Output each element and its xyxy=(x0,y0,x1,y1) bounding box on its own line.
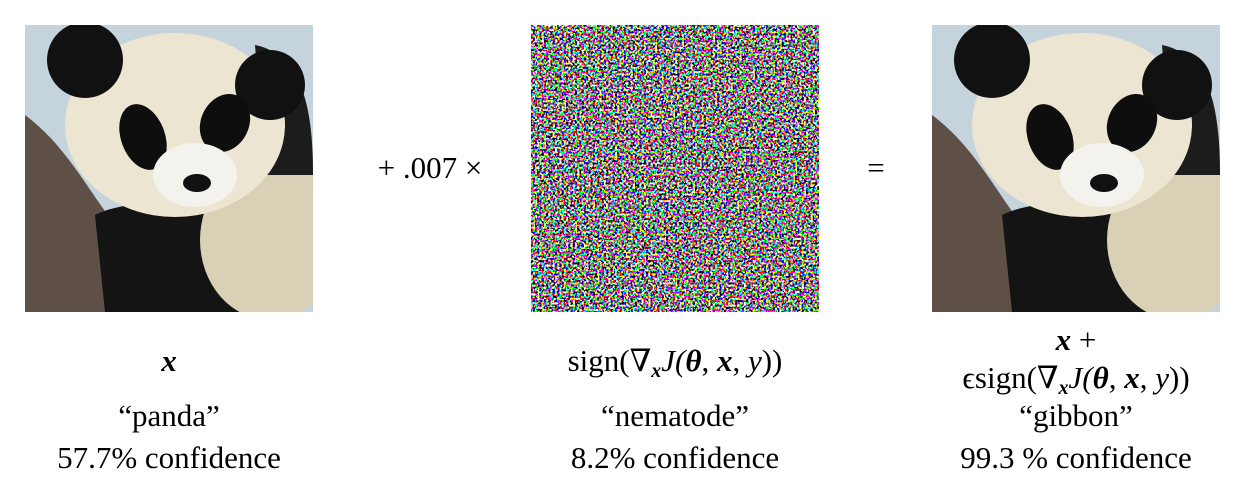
formula-part: y xyxy=(747,343,762,378)
formula-part: ϵsign(∇ xyxy=(962,360,1059,395)
formula-part: )) xyxy=(1169,360,1190,395)
formula-part: , xyxy=(1139,360,1156,395)
formula-part: x xyxy=(1058,377,1069,399)
confidence: 99.3 % confidence xyxy=(960,440,1192,475)
formula-part: )) xyxy=(761,343,783,378)
formula-part: θ xyxy=(1092,360,1109,395)
operator: + .007 × xyxy=(377,150,483,185)
panda-image xyxy=(25,25,313,312)
formula: sign(∇xJ(θ, x, y)) xyxy=(568,343,783,383)
operator: = xyxy=(867,150,885,185)
formula-part: θ xyxy=(685,343,702,378)
formula: x + xyxy=(1056,322,1097,358)
class-label: “nematode” xyxy=(600,398,750,433)
formula-part: + xyxy=(1071,322,1097,357)
gibbon-image xyxy=(932,25,1220,312)
formula-part: x xyxy=(651,360,662,382)
formula-part: x xyxy=(1055,322,1072,357)
formula-part: x xyxy=(1124,360,1140,395)
formula-part: x xyxy=(161,343,177,378)
formula: x xyxy=(161,343,177,379)
confidence: 57.7% confidence xyxy=(57,440,281,475)
formula-part: , xyxy=(732,343,748,378)
formula-part: J( xyxy=(661,343,686,378)
formula-part: , xyxy=(1108,360,1125,395)
confidence: 8.2% confidence xyxy=(570,440,780,475)
class-label: “gibbon” xyxy=(1019,398,1133,433)
formula: ϵsign(∇xJ(θ, x, y)) xyxy=(962,360,1189,400)
formula-part: , xyxy=(701,343,717,378)
noise-image xyxy=(531,25,819,312)
formula-part: y xyxy=(1155,360,1169,395)
formula-part: sign(∇ xyxy=(567,343,652,378)
class-label: “panda” xyxy=(118,398,220,433)
formula-part: x xyxy=(716,343,733,378)
formula-part: J( xyxy=(1068,360,1093,395)
